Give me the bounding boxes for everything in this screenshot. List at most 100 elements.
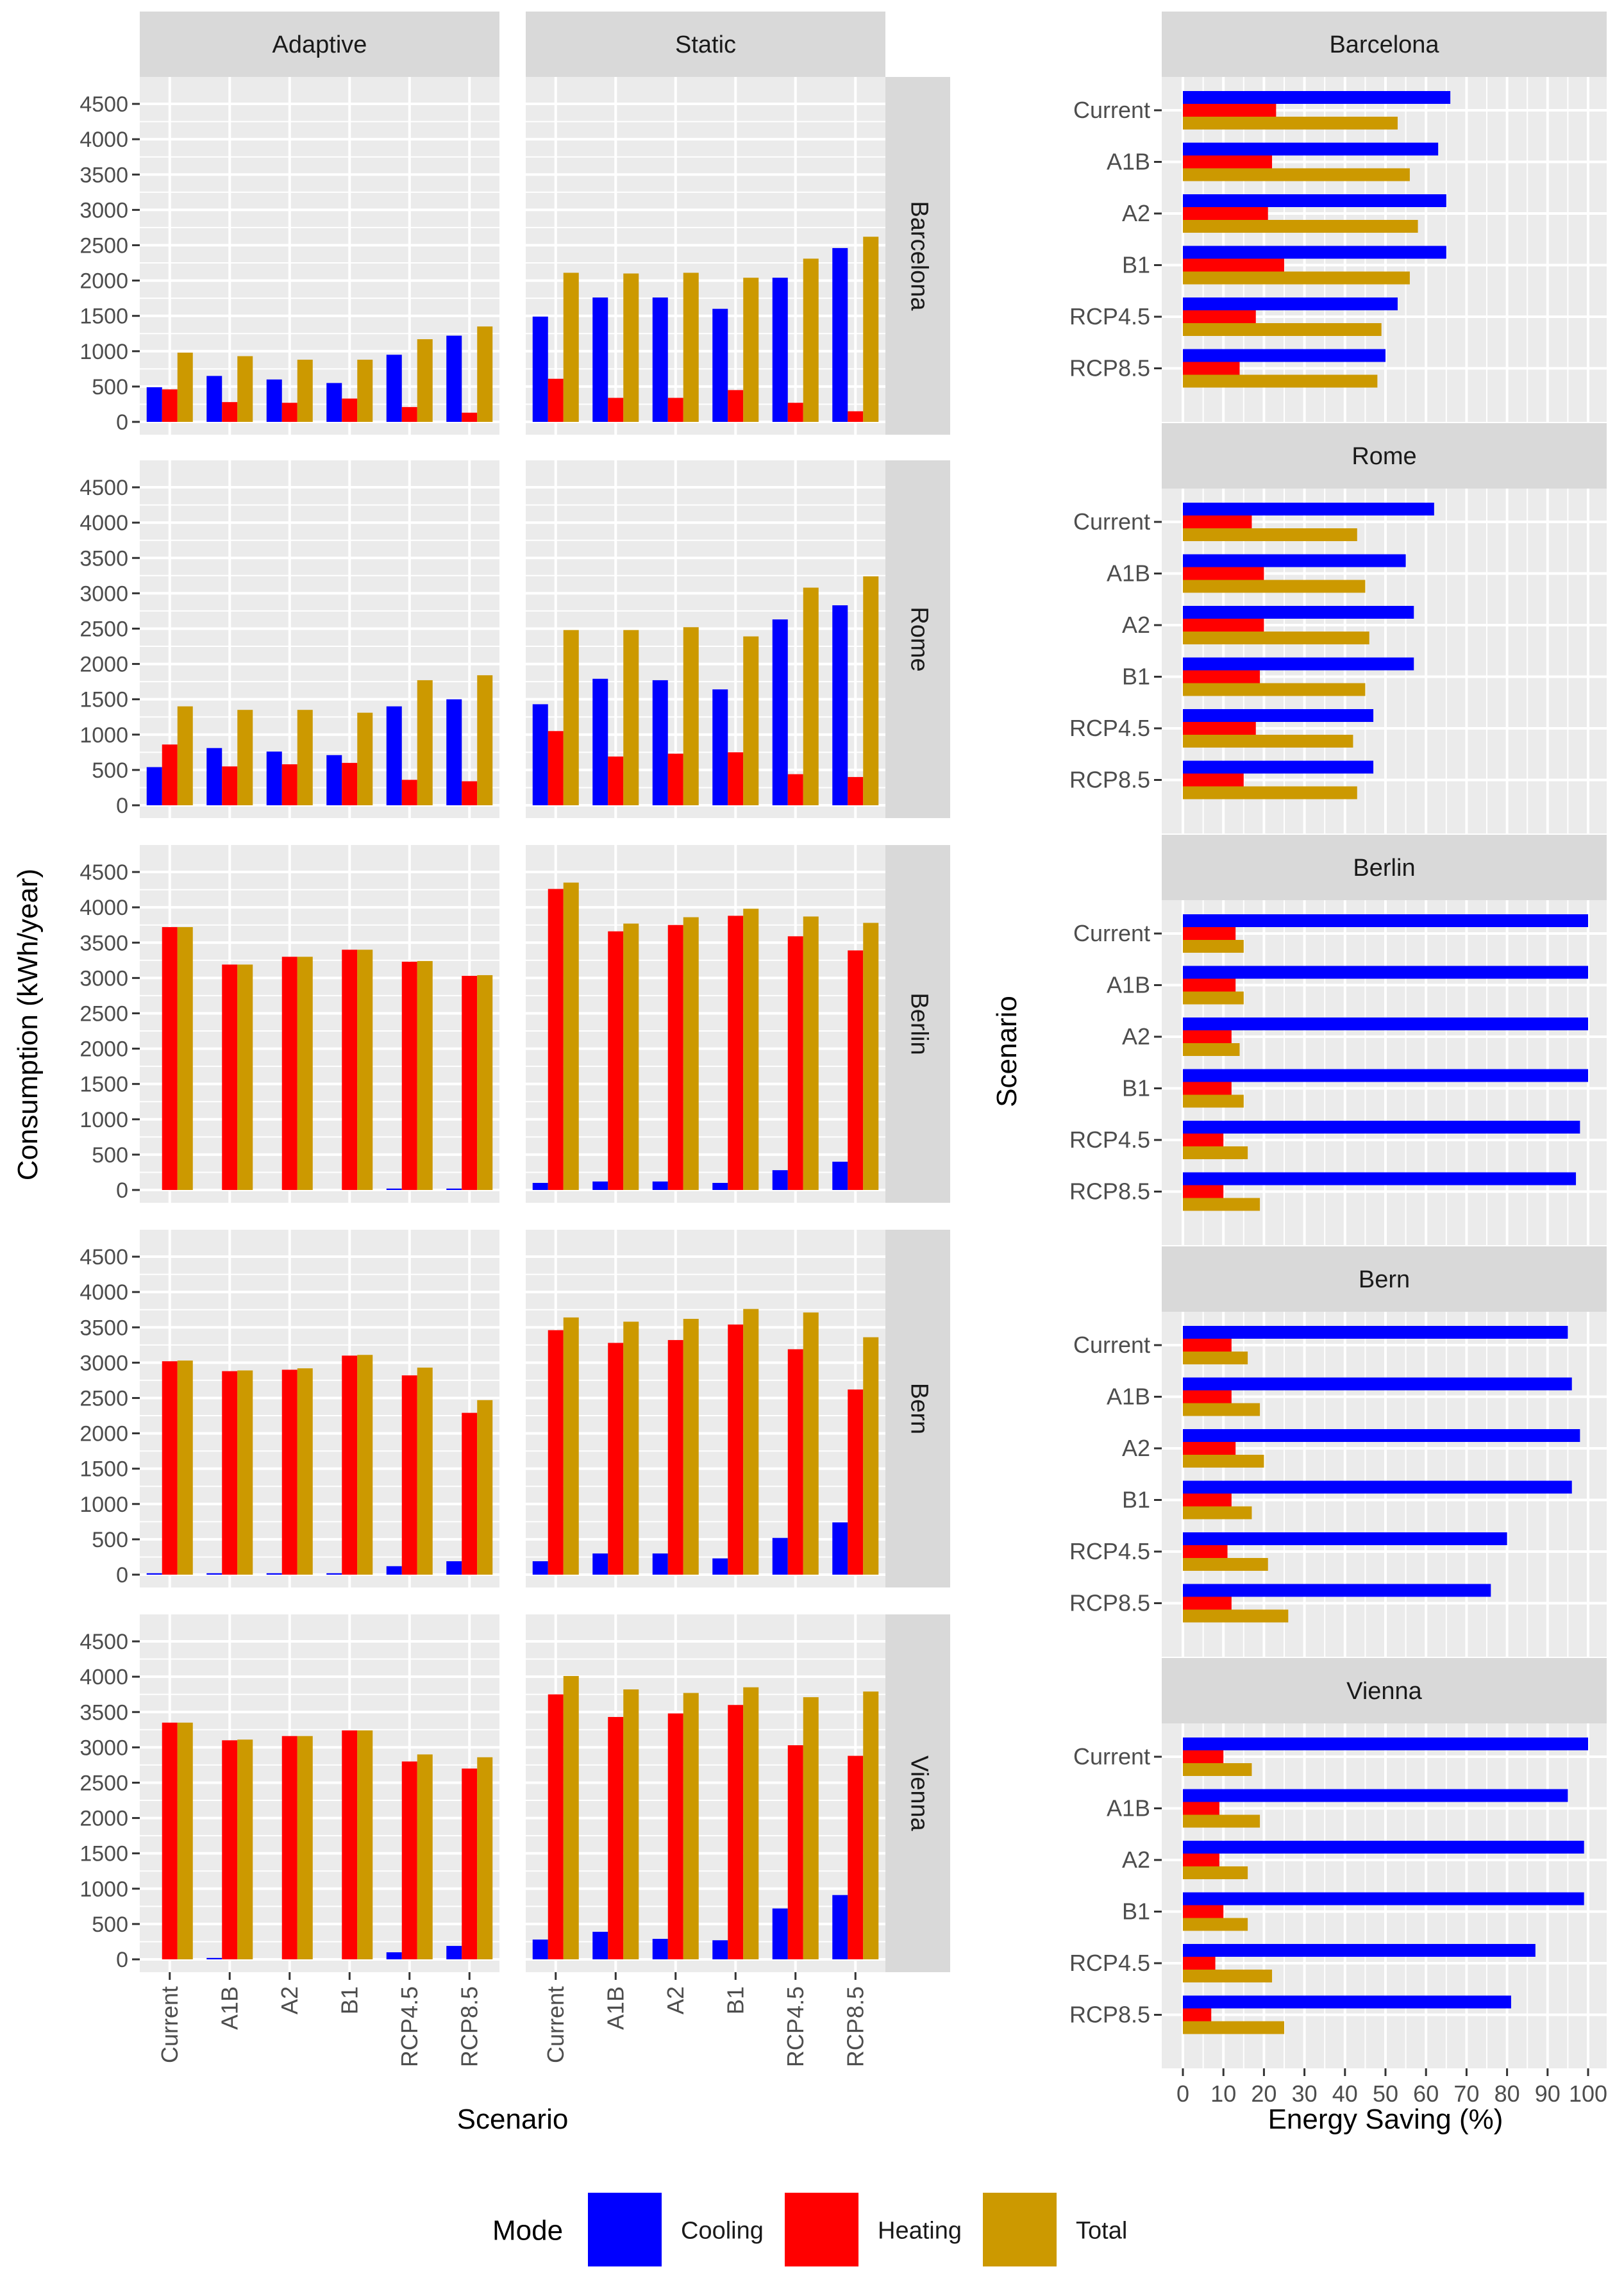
bar-bern-adaptive-heating-a1b (222, 1371, 238, 1575)
bar-rome-adaptive-total-a2 (297, 710, 313, 805)
y-tick-label: 3500 (80, 1700, 128, 1725)
bar-rome-adaptive-total-current (177, 706, 193, 805)
strip-saving-berlin (1162, 835, 1607, 900)
y-tick-label: 500 (92, 1143, 128, 1168)
y-tick-label-saving: A2 (1122, 200, 1150, 226)
y-tick-label: 4500 (80, 1245, 128, 1269)
hbar-barcelona-total-rcp8-5 (1183, 374, 1378, 388)
bar-berlin-adaptive-heating-a2 (281, 957, 297, 1190)
y-tick-label: 3500 (80, 931, 128, 955)
hbar-berlin-heating-current (1183, 927, 1236, 940)
strip-bern (885, 1230, 950, 1587)
y-tick-label: 0 (116, 1563, 128, 1587)
bar-berlin-adaptive-heating-a1b (222, 964, 238, 1190)
bar-rome-static-heating-a1b (608, 756, 624, 805)
hbar-barcelona-heating-rcp8-5 (1183, 362, 1240, 375)
bar-berlin-static-cooling-a2 (652, 1181, 668, 1190)
bar-barcelona-adaptive-heating-rcp4-5 (401, 406, 417, 422)
hbar-bern-total-rcp4-5 (1183, 1558, 1268, 1571)
bar-barcelona-static-heating-b1 (728, 390, 744, 422)
hbar-barcelona-cooling-rcp4-5 (1183, 297, 1398, 310)
y-tick-label-saving: A1B (1107, 560, 1150, 587)
bar-rome-static-cooling-current (532, 704, 548, 805)
hbar-berlin-cooling-rcp8-5 (1183, 1172, 1577, 1185)
y-tick-label: 3000 (80, 198, 128, 222)
bar-vienna-static-cooling-current (532, 1939, 548, 1959)
y-tick-label: 2500 (80, 1001, 128, 1026)
hbar-bern-cooling-a1b (1183, 1377, 1572, 1391)
x-tick-label: A1B (602, 1986, 628, 2030)
bar-bern-adaptive-cooling-rcp8-5 (446, 1561, 462, 1575)
hbar-rome-total-a2 (1183, 632, 1369, 644)
y-tick-label: 4000 (80, 1280, 128, 1305)
hbar-vienna-cooling-a1b (1183, 1789, 1568, 1802)
hbar-rome-cooling-a2 (1183, 606, 1414, 619)
legend-title: Mode (492, 2215, 563, 2247)
bar-barcelona-static-heating-a2 (667, 398, 683, 422)
hbar-barcelona-cooling-rcp8-5 (1183, 349, 1385, 362)
hbar-bern-cooling-a2 (1183, 1429, 1580, 1442)
x-tick-label-saving: 40 (1332, 2081, 1358, 2107)
hbar-rome-cooling-rcp4-5 (1183, 709, 1374, 722)
bar-barcelona-static-total-a2 (683, 272, 699, 422)
bar-berlin-static-total-rcp4-5 (803, 916, 819, 1190)
y-tick-label-saving: B1 (1122, 1075, 1150, 1101)
y-tick-label: 500 (92, 1913, 128, 1937)
y-tick-label-saving: RCP4.5 (1069, 715, 1150, 741)
x-tick-label: RCP8.5 (842, 1986, 868, 2067)
strip-label-rome: Rome (905, 607, 932, 671)
y-tick-label: 0 (116, 1948, 128, 1972)
bar-barcelona-static-heating-rcp4-5 (787, 403, 803, 422)
y-tick-label: 1000 (80, 723, 128, 748)
bar-berlin-adaptive-total-a2 (297, 957, 313, 1190)
hbar-berlin-heating-b1 (1183, 1082, 1232, 1095)
x-tick-label: B1 (336, 1986, 362, 2014)
strip-vienna (885, 1614, 950, 1972)
y-tick-label: 0 (116, 1178, 128, 1203)
legend-key-cooling (588, 2193, 662, 2266)
bar-vienna-static-heating-rcp8-5 (848, 1755, 864, 1959)
hbar-berlin-total-a2 (1183, 1043, 1240, 1056)
legend-key-heating (785, 2193, 858, 2266)
bar-bern-adaptive-total-a1b (237, 1370, 253, 1575)
hbar-vienna-heating-rcp4-5 (1183, 1957, 1216, 1970)
bar-barcelona-static-heating-current (548, 378, 564, 422)
hbar-rome-total-current (1183, 528, 1357, 541)
hbar-berlin-total-a1b (1183, 991, 1244, 1005)
panel-saving-barcelona (1162, 77, 1607, 422)
y-tick-label: 2000 (80, 269, 128, 294)
y-tick-label: 1000 (80, 340, 128, 364)
strip-saving-vienna (1162, 1658, 1607, 1723)
strip-label-saving-bern: Bern (1359, 1266, 1410, 1293)
strip-saving-barcelona (1162, 12, 1607, 77)
hbar-bern-cooling-rcp8-5 (1183, 1584, 1491, 1597)
panel-barcelona-static (526, 77, 885, 435)
bar-vienna-static-total-a1b (623, 1689, 639, 1959)
y-tick-label: 1000 (80, 1108, 128, 1132)
bar-bern-adaptive-heating-current (162, 1361, 178, 1575)
panel-vienna-adaptive (140, 1614, 499, 1972)
consumption-chart: Adaptive Static Barcelona 0 500 1000 1500 2000 2… (12, 12, 950, 2135)
bar-rome-static-cooling-a2 (652, 680, 668, 805)
legend-label-total: Total (1076, 2218, 1127, 2245)
x-tick-label-saving: 0 (1176, 2081, 1189, 2107)
bar-berlin-static-cooling-b1 (712, 1182, 728, 1190)
bar-berlin-static-heating-a2 (667, 925, 683, 1190)
hbar-vienna-total-b1 (1183, 1918, 1248, 1931)
y-tick-label: 2500 (80, 233, 128, 258)
hbar-bern-heating-b1 (1183, 1493, 1232, 1507)
hbar-vienna-cooling-rcp8-5 (1183, 1995, 1511, 2009)
x-tick-label: A2 (662, 1986, 689, 2014)
x-tick-label: RCP8.5 (456, 1986, 482, 2067)
bar-rome-adaptive-cooling-current (146, 767, 162, 805)
panel-rome-adaptive (140, 460, 499, 818)
y-tick-label: 3000 (80, 1351, 128, 1375)
strip-label-adaptive: Adaptive (272, 31, 367, 58)
bar-vienna-adaptive-total-rcp8-5 (477, 1757, 493, 1959)
y-tick-label: 3500 (80, 546, 128, 571)
bar-rome-adaptive-heating-current (162, 744, 178, 805)
y-tick-label: 2000 (80, 653, 128, 677)
x-tick-label: B1 (722, 1986, 748, 2014)
panel-barcelona-adaptive (140, 77, 499, 435)
